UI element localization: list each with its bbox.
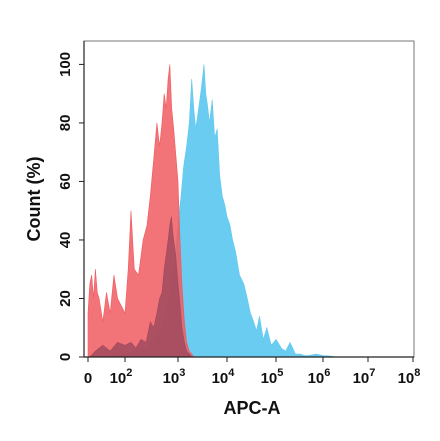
plot-area bbox=[87, 64, 337, 358]
x-tick-label: 102 bbox=[110, 367, 133, 387]
x-tick-label: 105 bbox=[261, 367, 284, 387]
y-tick-label: 20 bbox=[57, 290, 74, 307]
histogram-series-3 bbox=[89, 216, 193, 358]
y-tick-label: 100 bbox=[57, 52, 74, 77]
x-tick-label: 103 bbox=[163, 367, 186, 387]
x-axis-label: APC-A bbox=[224, 398, 281, 418]
x-tick-label: 0 bbox=[84, 370, 92, 387]
x-tick-label: 104 bbox=[212, 367, 236, 387]
x-tick-label: 106 bbox=[308, 367, 331, 387]
y-axis-label: Count (%) bbox=[24, 157, 44, 242]
x-tick-label: 107 bbox=[353, 367, 376, 387]
y-tick-label: 60 bbox=[57, 173, 74, 190]
y-tick-label: 80 bbox=[57, 115, 74, 132]
x-ticks: 0 102 103 104 105 106 107 108 bbox=[84, 357, 421, 387]
y-tick-label: 40 bbox=[57, 232, 74, 249]
y-tick-label: 0 bbox=[57, 353, 74, 361]
y-ticks: 0 20 40 60 80 100 bbox=[57, 52, 84, 361]
x-tick-label: 108 bbox=[398, 367, 421, 387]
